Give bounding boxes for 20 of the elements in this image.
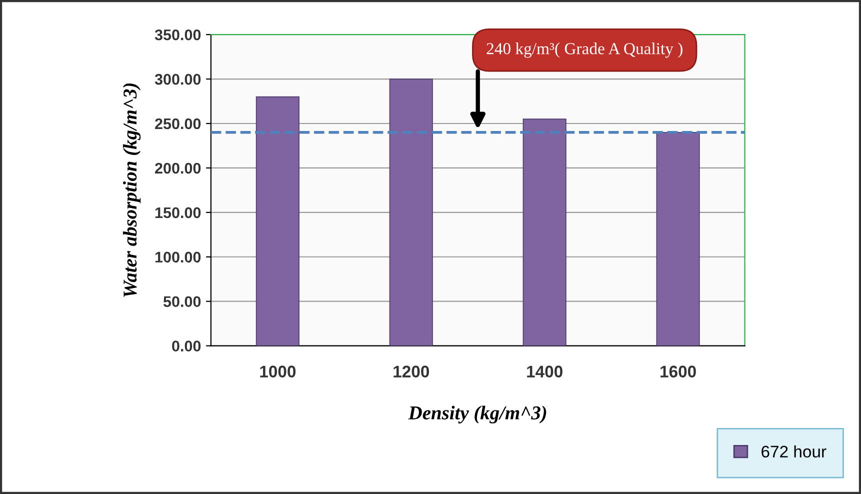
x-tick-label: 1200 xyxy=(394,366,429,378)
y-tick-label: 0.00 xyxy=(172,340,201,352)
bar xyxy=(389,78,433,346)
y-axis-title: Water absorption (kg/m^3) xyxy=(122,83,141,297)
bar xyxy=(522,118,566,346)
x-axis-title: Density (kg/m^3) xyxy=(408,406,546,424)
y-tick-label: 150.00 xyxy=(155,207,201,218)
y-tick-label: 200.00 xyxy=(155,162,201,174)
y-tick-label: 300.00 xyxy=(154,74,201,85)
x-tick-label: 1600 xyxy=(660,366,696,378)
y-tick-label: 350.00 xyxy=(154,29,201,40)
y-tick-label: 250.00 xyxy=(155,118,201,130)
bar xyxy=(256,96,300,346)
y-tick-label: 50.00 xyxy=(163,296,201,308)
x-tick-label: 1000 xyxy=(260,366,296,378)
ref-line-label: 240 kg/m³( Grade A Quality ) xyxy=(486,42,682,58)
legend-label: 672 hour xyxy=(762,445,826,458)
bar xyxy=(656,132,700,346)
y-tick-label: 100.00 xyxy=(155,252,201,263)
x-tick-label: 1400 xyxy=(527,366,562,378)
